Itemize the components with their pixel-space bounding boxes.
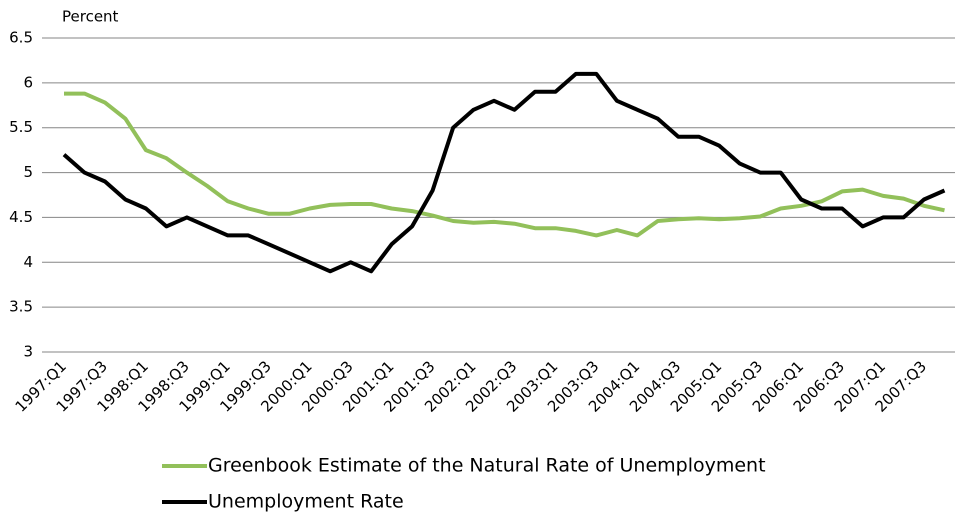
y-tick-label: 3.5: [9, 298, 33, 316]
series-line: [64, 91, 945, 238]
y-tick-label: 3: [23, 343, 33, 361]
legend-text: Greenbook Estimate of the Natural Rate o…: [208, 455, 766, 477]
y-tick-label: 5: [23, 163, 33, 181]
y-tick-label: 6.5: [9, 29, 33, 47]
y-tick-label: 5.5: [9, 118, 33, 136]
legend-text: Unemployment Rate: [208, 491, 404, 513]
series-line: [62, 71, 946, 274]
y-tick-label: 4.5: [9, 208, 33, 226]
y-tick-label: 4: [23, 253, 33, 271]
y-tick-label: 6: [23, 73, 33, 91]
y-axis-label: Percent: [62, 8, 119, 26]
